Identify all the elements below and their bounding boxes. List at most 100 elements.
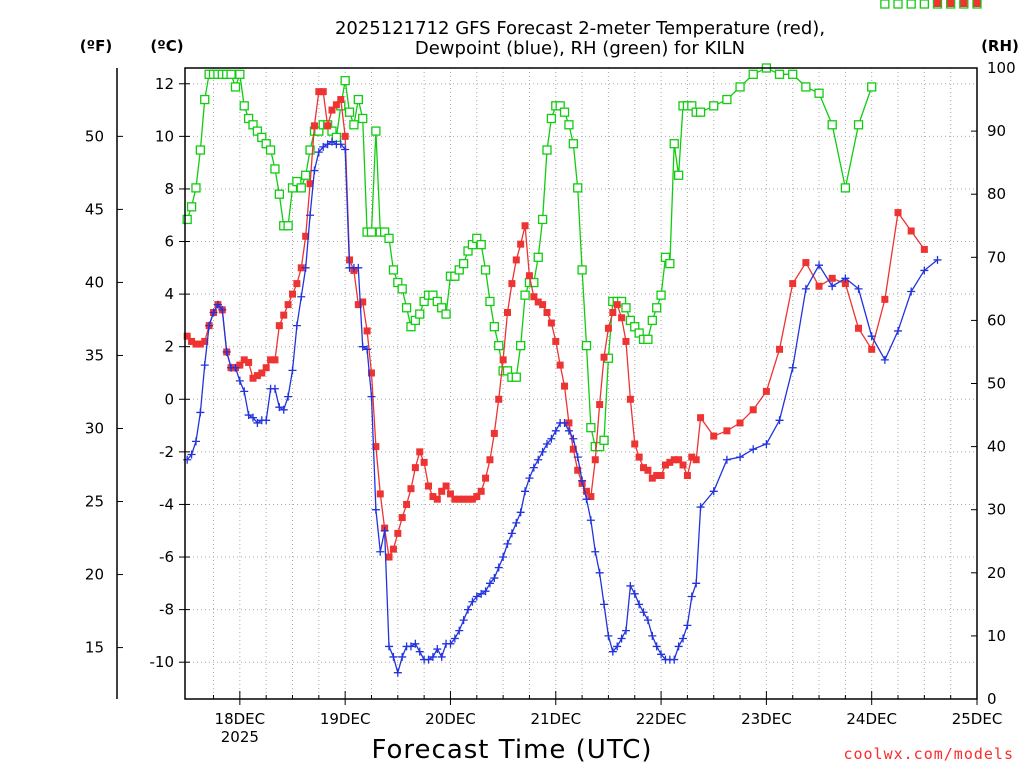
rh-point [489, 322, 499, 332]
dewpoint-point [626, 581, 635, 590]
fahrenheit-tick-label: 35 [85, 346, 104, 364]
dewpoint-point [477, 589, 486, 598]
fahrenheit-tick-label: 50 [85, 127, 104, 145]
dewpoint-point [319, 142, 328, 151]
rh-point [853, 120, 864, 130]
temperature-point [389, 545, 397, 553]
dewpoint-point [538, 447, 547, 456]
dewpoint-point [341, 145, 350, 154]
dewpoint-point [314, 148, 323, 157]
dewpoint-point [424, 655, 433, 664]
dewpoint-point [674, 642, 683, 651]
rh-tick-label: 30 [987, 501, 1006, 519]
temperature-point [328, 106, 336, 114]
temperature-point [552, 337, 560, 345]
temperature-point [692, 456, 700, 464]
rh-point [344, 107, 355, 117]
dewpoint-point [512, 518, 521, 527]
temperature-point [613, 301, 621, 309]
temperature-point [460, 495, 468, 503]
temperature-point [332, 101, 340, 109]
dewpoint-point [867, 332, 876, 341]
temperature-point [482, 474, 490, 482]
temperature-point [508, 280, 516, 288]
dewpoint-point [459, 616, 468, 625]
rh-point [353, 94, 363, 105]
dewpoint-point [464, 605, 473, 614]
rh-point [191, 183, 201, 193]
dewpoint-series [183, 138, 942, 677]
rh-point [485, 296, 495, 307]
rh-point [397, 284, 407, 294]
dewpoint-point [385, 642, 394, 651]
rh-tick-label: 70 [987, 248, 1006, 266]
rh-point [621, 303, 631, 313]
temperature-point [411, 464, 419, 472]
dewpoint-point [472, 592, 481, 601]
dewpoint-point [380, 526, 389, 535]
temperature-point [582, 487, 590, 495]
rh-point [388, 265, 399, 275]
temperature-point [262, 364, 270, 372]
dewpoint-point [292, 321, 301, 330]
rh-point [801, 82, 811, 92]
rh-point [599, 435, 609, 445]
rh-point [586, 423, 596, 433]
temperature-point [363, 327, 371, 335]
time-tick-label: 23DEC [741, 710, 792, 728]
dewpoint-point [288, 366, 297, 375]
temperature-point [561, 382, 569, 390]
chart-title-line-1: 2025121712 GFS Forecast 2-meter Temperat… [335, 18, 825, 39]
dewpoint-point [218, 305, 227, 314]
rh-point [774, 69, 785, 79]
temperature-point [675, 456, 683, 464]
fahrenheit-tick-label: 30 [85, 419, 104, 437]
celsius-tick-label: -6 [159, 548, 174, 566]
dewpoint-point [775, 416, 784, 425]
temperature-point [451, 495, 459, 503]
temperature-point [240, 356, 248, 364]
dewpoint-point [648, 631, 657, 640]
dewpoint-point [828, 282, 837, 291]
celsius-tick-label: 4 [164, 285, 174, 303]
celsius-tick-label: 6 [164, 233, 174, 251]
dewpoint-point [600, 600, 609, 609]
temperature-point [539, 301, 547, 309]
temperature-point [306, 180, 314, 188]
temperature-point [319, 88, 327, 96]
temperature-point [749, 406, 757, 414]
rh-point [568, 139, 578, 149]
temperature-point [907, 227, 915, 235]
dewpoint-point [652, 642, 661, 651]
temperature-point [275, 322, 283, 330]
rh-point [546, 113, 557, 124]
temperature-point [433, 495, 441, 503]
temperature-point [341, 132, 349, 140]
temperature-point [666, 458, 674, 466]
rh-tick-label: 100 [987, 59, 1016, 77]
rh-tick-label: 40 [987, 438, 1006, 456]
rh-point [458, 258, 469, 269]
rh-point [643, 334, 653, 344]
rh-point [656, 290, 666, 300]
time-tick-label: 20DEC [425, 710, 476, 728]
temperature-point [438, 487, 446, 495]
dewpoint-point [551, 426, 560, 435]
temperature-point [425, 482, 433, 490]
rh-point [415, 309, 425, 319]
rh-point [652, 303, 662, 313]
dewpoint-point [310, 166, 319, 175]
dewpoint-point [621, 626, 630, 635]
dewpoint-point [279, 405, 288, 414]
dewpoint-point [722, 455, 731, 464]
temperature-point [802, 259, 810, 267]
rh-point [867, 82, 877, 92]
temperature-point [556, 361, 564, 369]
dewpoint-point [284, 392, 293, 401]
rh-point [239, 101, 249, 111]
temperature-point [653, 472, 661, 480]
time-tick-label: 22DEC [636, 710, 687, 728]
dewpoint-point [240, 387, 249, 396]
rh-point [441, 309, 451, 319]
